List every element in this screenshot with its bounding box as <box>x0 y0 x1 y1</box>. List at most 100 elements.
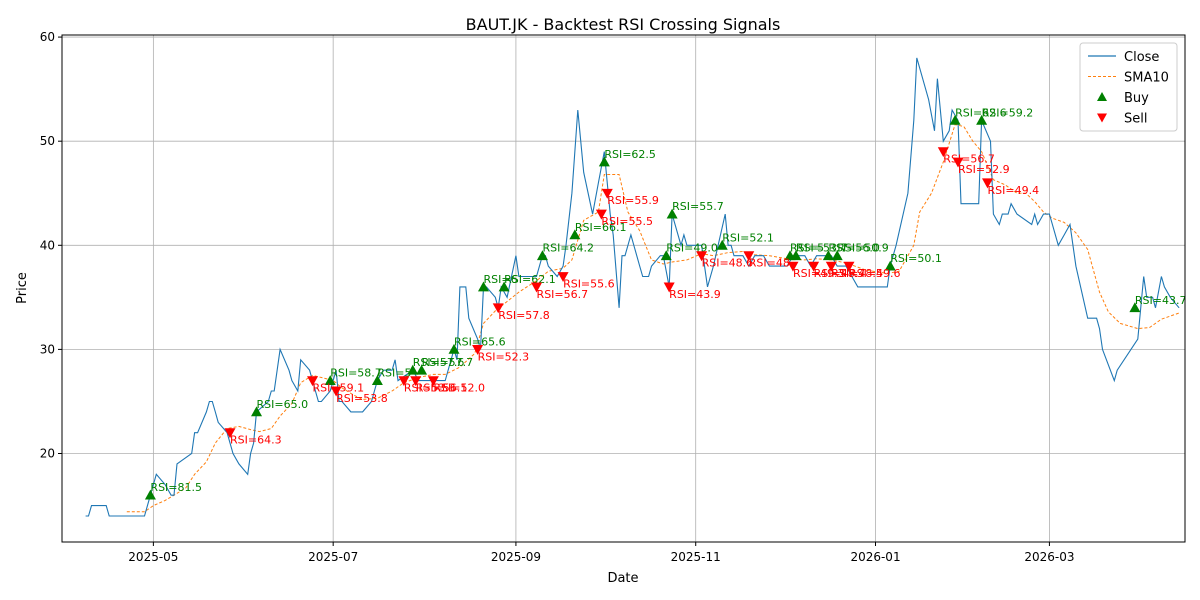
buy-rsi-label: RSI=58.7 <box>330 367 382 380</box>
buy-marker <box>598 156 610 167</box>
buy-marker <box>976 114 988 125</box>
sell-marker <box>492 303 504 314</box>
buy-marker <box>884 260 896 271</box>
sell-rsi-label: RSI=49.4 <box>988 184 1040 197</box>
buy-rsi-label: RSI=5 <box>790 242 824 255</box>
close-layer <box>85 57 1180 517</box>
sell-marker <box>952 157 964 168</box>
buy-rsi-label: RSI=49.0 <box>666 242 718 255</box>
sell-marker <box>787 261 799 272</box>
buy-marker <box>251 406 263 417</box>
legend-item: Sell <box>1097 112 1147 127</box>
buy-rsi-label: RSI=62.6 <box>955 106 1007 119</box>
sma10-layer <box>126 123 1180 513</box>
y-axis-ticks: 20 30 40 50 60 <box>40 30 62 461</box>
x-tick-label: 2025-07 <box>308 550 358 564</box>
sell-marker <box>410 376 422 387</box>
buy-marker <box>666 208 678 219</box>
sell-rsi-label: RSI=56.7 <box>537 288 589 301</box>
buy-marker <box>324 375 336 386</box>
y-tick-label: 20 <box>40 447 55 461</box>
grid <box>62 35 1185 542</box>
legend-box <box>1079 42 1178 132</box>
sell-marker <box>982 178 994 189</box>
sell-rsi-label: RSI=57.8 <box>498 309 550 322</box>
buy-rsi-label: RSI=59.2 <box>982 106 1034 119</box>
buy-marker <box>831 250 843 261</box>
sell-rsi-label: RSI=48.6 <box>702 257 754 270</box>
sell-marker <box>472 345 484 355</box>
legend-swatch-sell <box>1097 113 1107 123</box>
buy-rsi-label: RSI=65.0 <box>257 398 309 411</box>
buy-marker <box>416 364 428 375</box>
legend-item: SMA10 <box>1088 71 1169 86</box>
sell-rsi-label: RSI=64.3 <box>230 434 282 447</box>
buy-marker <box>1129 302 1141 313</box>
signal-layer: RSI=81.5RSI=65.0RSI=58.7RSI=5RSI=57.6RSI… <box>144 106 1186 500</box>
x-axis-label: Date <box>607 571 638 586</box>
sell-marker <box>843 261 855 272</box>
sell-marker <box>427 376 439 387</box>
y-tick-label: 30 <box>40 342 55 356</box>
sell-marker <box>696 251 708 262</box>
legend-label: Close <box>1124 50 1159 65</box>
sell-rsi-label: RSI=55.9 <box>607 194 659 207</box>
buy-marker <box>536 250 548 261</box>
buy-rsi-label: RSI=55.7 <box>672 200 724 213</box>
buy-rsi-label: RSI=81.5 <box>150 481 202 494</box>
buy-rsi-label: RSI=66.1 <box>575 221 627 234</box>
legend-item: Close <box>1088 50 1159 65</box>
legend-label: SMA10 <box>1124 71 1169 86</box>
buy-rsi-label: RSI=52.1 <box>722 231 774 244</box>
x-tick-label: 2026-01 <box>850 550 900 564</box>
sell-rsi-label: RSI=56.1 <box>416 382 468 395</box>
sell-rsi-label: RSI=52.9 <box>958 163 1010 176</box>
legend-label: Buy <box>1124 91 1149 106</box>
buy-marker <box>407 364 419 375</box>
buy-rsi-label: RSI=6 <box>483 273 517 286</box>
y-tick-label: 50 <box>40 134 55 148</box>
sell-rsi-label: RSI=43.9 <box>669 288 721 301</box>
buy-rsi-label: RSI=56.0 <box>828 242 880 255</box>
sell-marker <box>307 376 319 387</box>
close-line <box>85 57 1180 517</box>
x-tick-label: 2025-05 <box>128 550 178 564</box>
sell-rsi-label: RSI=52.0 <box>433 382 485 395</box>
sell-marker <box>557 272 569 283</box>
buy-marker <box>477 281 489 292</box>
sell-marker <box>398 376 410 387</box>
buy-rsi-label: RSI=53.7 <box>796 242 848 255</box>
buy-marker <box>790 250 802 261</box>
legend: Close SMA10 Buy Sell <box>1079 42 1178 132</box>
sell-marker <box>663 282 675 293</box>
sell-marker <box>595 209 607 220</box>
legend-item: Buy <box>1097 91 1149 106</box>
buy-marker <box>716 239 728 250</box>
buy-marker <box>949 114 961 125</box>
sell-rsi-label: RSI=48 <box>749 257 790 270</box>
buy-marker <box>448 343 460 354</box>
sell-marker <box>224 428 236 439</box>
sell-marker <box>808 261 820 272</box>
buy-marker <box>569 229 581 240</box>
sell-marker <box>825 261 837 272</box>
sell-marker <box>743 251 755 262</box>
buy-rsi-label: RSI=57.7 <box>422 356 474 369</box>
y-tick-label: 40 <box>40 238 55 252</box>
y-axis-label: Price <box>15 272 30 304</box>
buy-rsi-label: RSI=64.2 <box>542 242 594 255</box>
buy-marker <box>371 375 383 386</box>
x-tick-label: 2025-11 <box>671 550 721 564</box>
legend-label: Sell <box>1124 112 1147 127</box>
chart-title: BAUT.JK - Backtest RSI Crossing Signals <box>466 15 781 34</box>
sell-rsi-label: RSI=55.6 <box>563 278 615 291</box>
buy-marker <box>144 489 156 500</box>
buy-rsi-label: RSI=50.9 <box>837 242 889 255</box>
sell-rsi-label: RSI=48.7 <box>814 267 866 280</box>
x-tick-label: 2026-03 <box>1024 550 1074 564</box>
buy-rsi-label: RSI=62.5 <box>604 148 656 161</box>
buy-marker <box>822 250 834 261</box>
buy-marker <box>498 281 510 292</box>
sell-rsi-label: RSI=53.3 <box>404 382 456 395</box>
